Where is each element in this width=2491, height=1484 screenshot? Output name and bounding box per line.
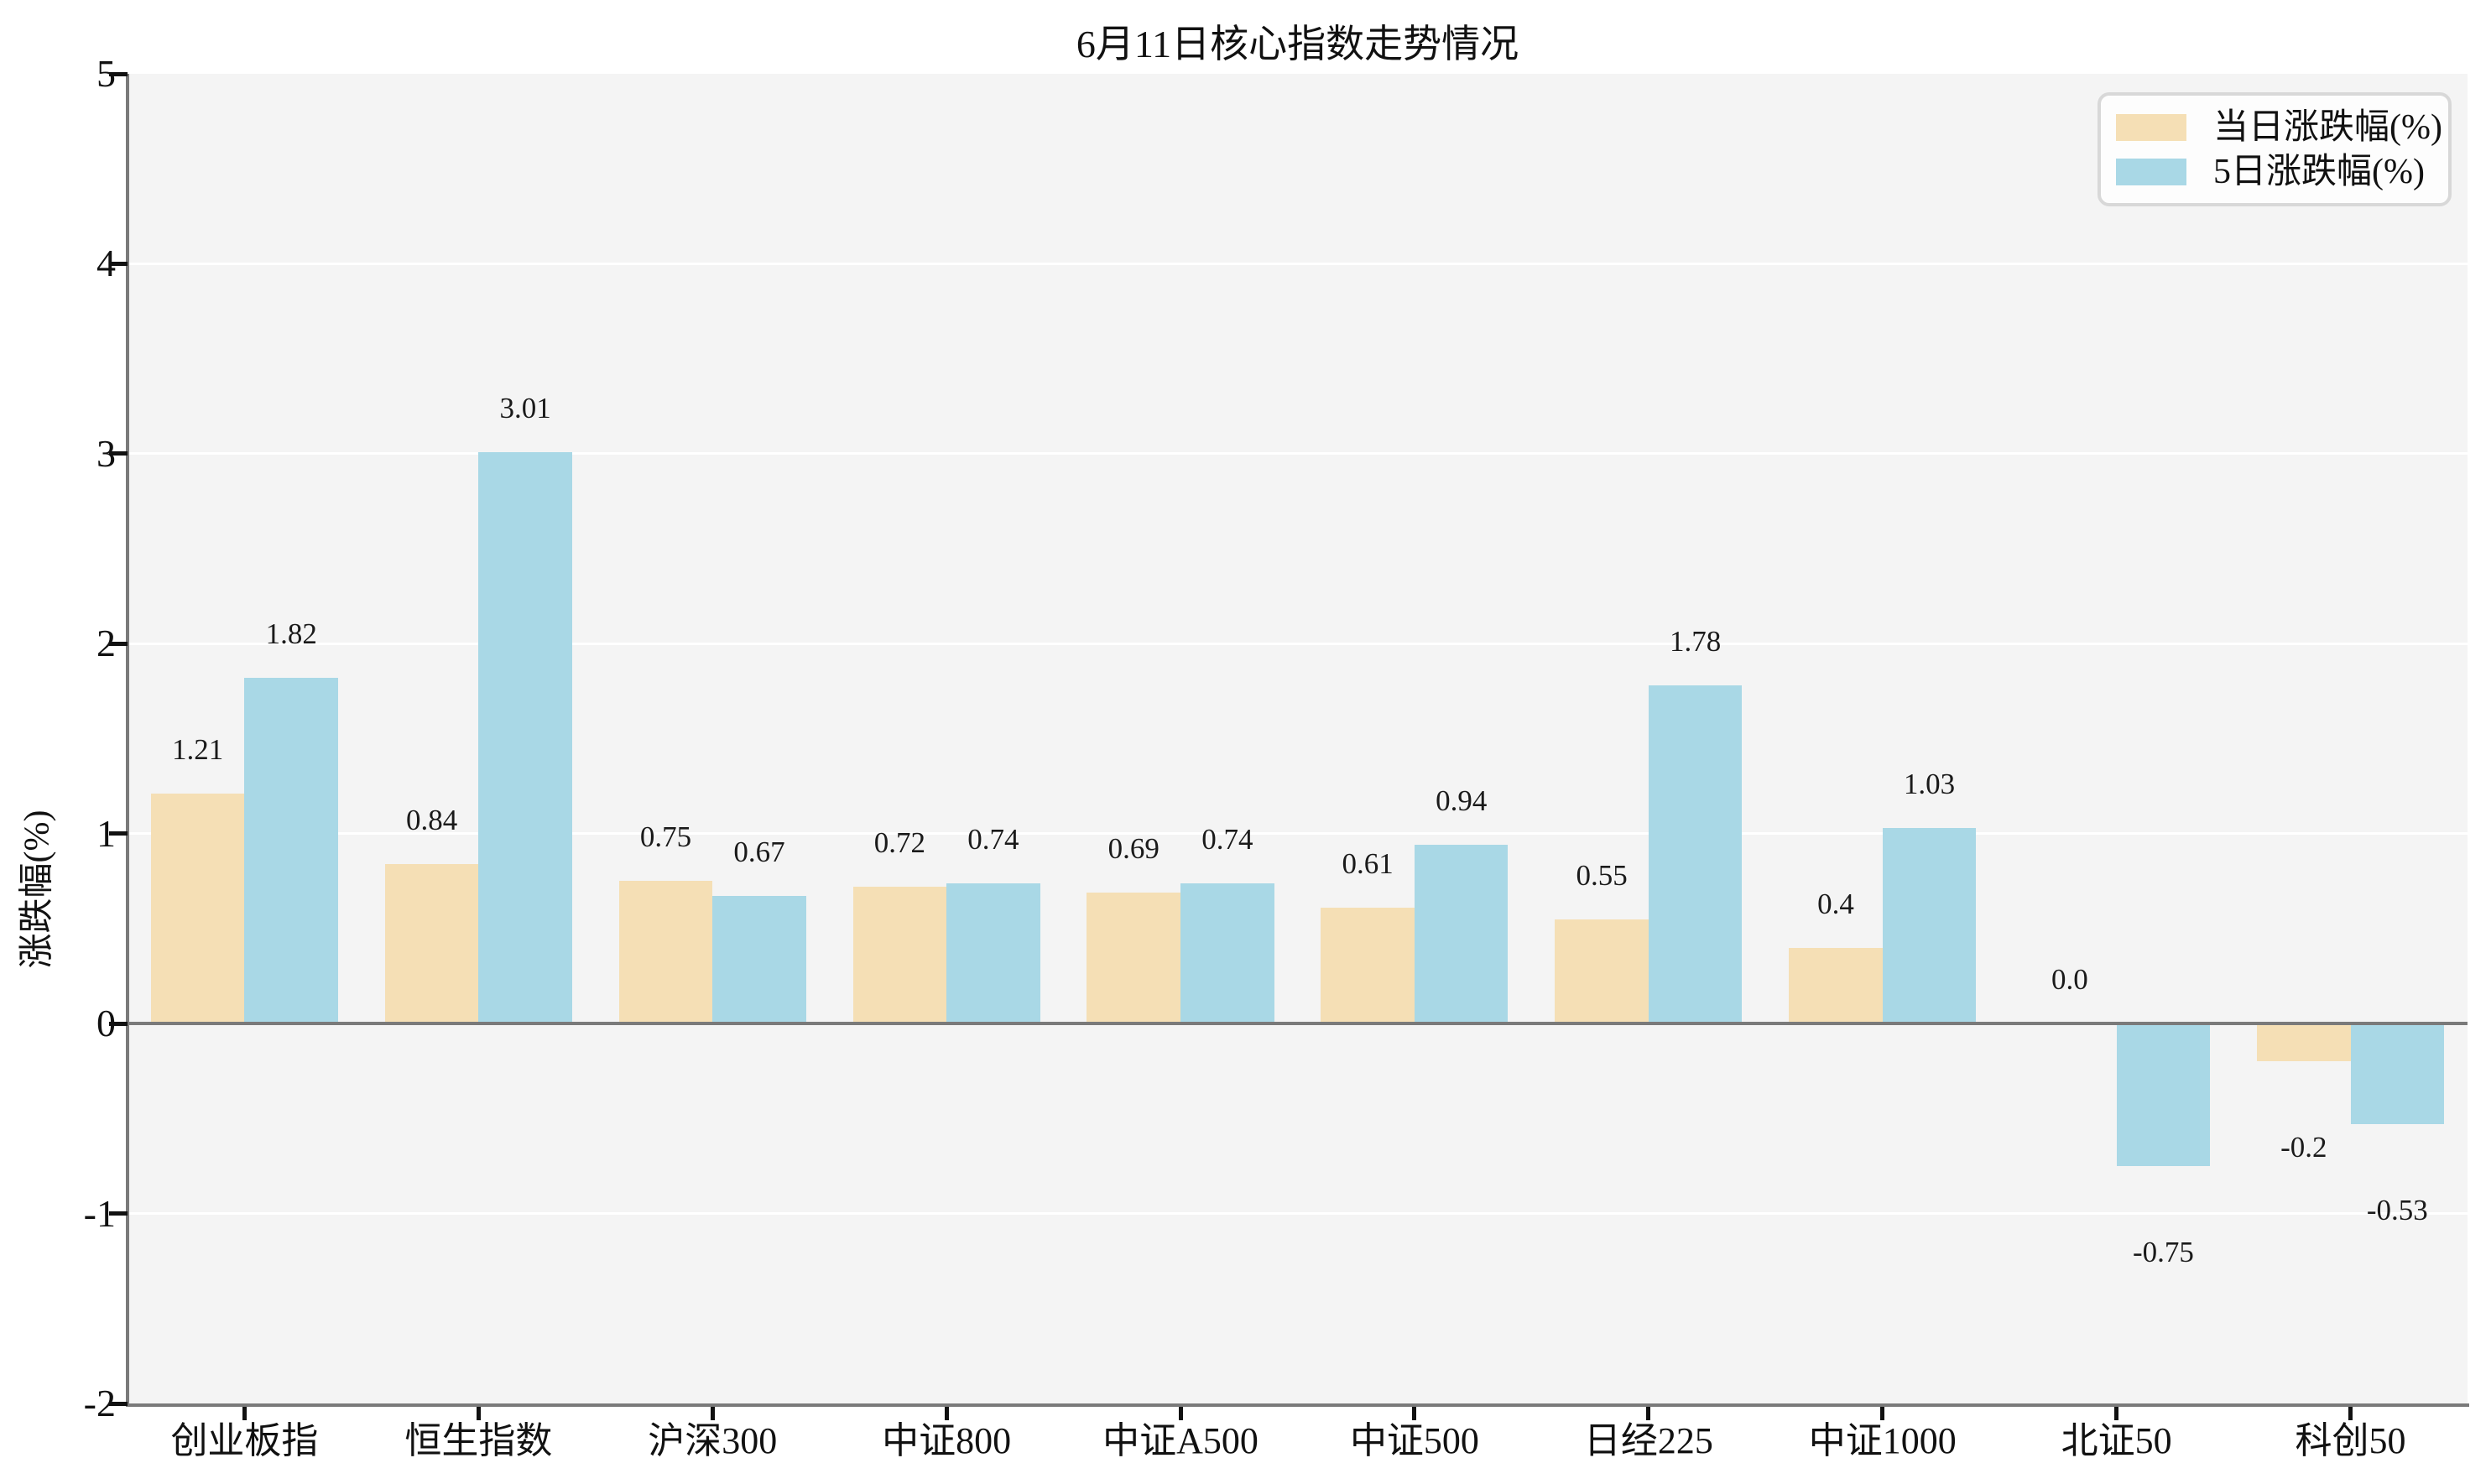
x-tick-mark (1646, 1407, 1651, 1420)
bar-value-label: 3.01 (499, 391, 551, 424)
x-tick-label: 创业板指 (170, 1420, 319, 1461)
x-tick-label: 中证A500 (1102, 1420, 1259, 1461)
bar-value-label: 0.74 (1201, 822, 1253, 856)
bar-value-label: 1.78 (1670, 625, 1722, 659)
bar-value-label: -0.53 (2366, 1194, 2428, 1227)
x-axis-spine (126, 1403, 2469, 1407)
legend: 当日涨跌幅(%) 5日涨跌幅(%) (2098, 92, 2452, 206)
legend-swatch-5day (2116, 158, 2186, 185)
y-tick-label: 2 (96, 622, 116, 665)
y-tick-label: -2 (83, 1382, 116, 1424)
x-tick-label: 沪深300 (648, 1420, 778, 1461)
x-tick-label: 北证50 (2061, 1420, 2172, 1461)
bar (2350, 1023, 2445, 1125)
x-tick-mark (944, 1407, 949, 1420)
legend-label-daily: 当日涨跌幅(%) (2213, 107, 2442, 147)
bar (2116, 1023, 2211, 1166)
y-tick-mark (109, 261, 128, 266)
gridline (128, 642, 2468, 645)
y-tick-mark (109, 641, 128, 646)
x-tick-label: 科创50 (2295, 1420, 2406, 1461)
bar (1321, 908, 1415, 1024)
bar (1087, 892, 1181, 1024)
y-tick-mark (109, 451, 128, 456)
bar (150, 794, 245, 1024)
x-tick-mark (2348, 1407, 2353, 1420)
bar (2256, 1023, 2351, 1062)
legend-label-5day: 5日涨跌幅(%) (2213, 152, 2425, 191)
bar-value-label: 0.84 (405, 803, 458, 836)
bar-value-label: 0.72 (873, 826, 925, 860)
x-tick-label: 中证1000 (1808, 1420, 1957, 1461)
bar-value-label: 0.74 (967, 822, 1019, 856)
y-tick-label: 1 (96, 811, 116, 855)
bar-value-label: 0.75 (639, 820, 692, 854)
bar-value-label: 0.67 (733, 836, 785, 869)
legend-item-5day: 5日涨跌幅(%) (2116, 149, 2440, 194)
x-tick-mark (242, 1407, 247, 1420)
bar (478, 451, 572, 1024)
legend-item-daily: 当日涨跌幅(%) (2116, 105, 2442, 149)
x-tick-mark (1178, 1407, 1183, 1420)
chart-title: 6月11日核心指数走势情况 (1076, 23, 1519, 65)
x-tick-mark (2114, 1407, 2119, 1420)
x-tick-mark (710, 1407, 715, 1420)
legend-swatch-daily (2116, 113, 2186, 141)
bar (384, 863, 479, 1024)
y-tick-mark (109, 831, 128, 836)
bar (946, 883, 1040, 1024)
bar (1648, 685, 1743, 1024)
y-tick-label: 3 (96, 431, 116, 475)
x-tick-label: 中证800 (882, 1420, 1012, 1461)
bar-value-label: 1.03 (1903, 767, 1956, 800)
bar-value-label: 1.82 (265, 617, 317, 651)
y-tick-label: 5 (96, 52, 116, 95)
bar-value-label: 0.4 (1817, 887, 1854, 920)
y-tick-mark (109, 71, 128, 76)
y-axis-spine (126, 74, 129, 1407)
bar-value-label: 1.21 (172, 733, 224, 767)
bar (244, 678, 338, 1024)
x-tick-mark (1880, 1407, 1885, 1420)
y-tick-mark (109, 1211, 128, 1216)
plot-area: 1.21 0.84 0.75 0.72 0.69 0.61 0.55 0.4 0.0 -0.2 1.… (128, 74, 2468, 1403)
bar (618, 881, 713, 1024)
y-tick-mark (109, 1021, 128, 1026)
bar-value-label: -0.75 (2132, 1235, 2194, 1268)
zero-axis-line (128, 1022, 2468, 1026)
bar-value-label: 0.94 (1436, 784, 1488, 818)
y-tick-label: 0 (96, 1002, 116, 1045)
bar (1789, 947, 1883, 1024)
gridline (128, 262, 2468, 265)
x-tick-label: 恒生指数 (404, 1420, 553, 1461)
bar-value-label: 0.55 (1576, 858, 1628, 892)
gridline (128, 452, 2468, 456)
bar-value-label: 0.0 (2051, 963, 2088, 997)
bar (1555, 919, 1649, 1024)
x-tick-label: 中证500 (1349, 1420, 1479, 1461)
bar (1414, 845, 1509, 1024)
y-tick-mark (109, 1401, 128, 1406)
x-tick-mark (476, 1407, 481, 1420)
bar (852, 887, 947, 1024)
gridline (128, 832, 2468, 836)
bar (1180, 883, 1274, 1024)
bar-value-label: -0.2 (2280, 1131, 2327, 1164)
y-tick-label: 4 (96, 242, 116, 285)
y-tick-label: -1 (83, 1191, 116, 1235)
gridline (128, 1212, 2468, 1216)
bar-value-label: 0.69 (1107, 831, 1160, 865)
x-tick-mark (1412, 1407, 1417, 1420)
bar (712, 896, 806, 1024)
x-tick-label: 日经225 (1583, 1420, 1713, 1461)
bar (1882, 827, 1977, 1024)
bar-value-label: 0.61 (1342, 847, 1394, 881)
